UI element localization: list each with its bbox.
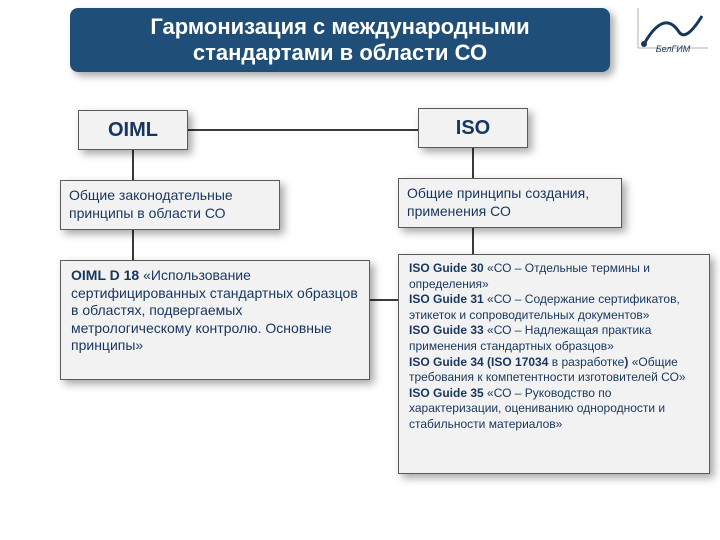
iso-g34-mid: в разработке: [548, 355, 624, 369]
iso-guide-34: ISO Guide 34 (ISO 17034 в разработке) «О…: [409, 355, 699, 386]
node-iso-principles-text: Общие принципы создания, применения СО: [407, 185, 589, 219]
iso-guide-35: ISO Guide 35 «СО – Руководство по характ…: [409, 386, 699, 433]
iso-guide-30: ISO Guide 30 «СО – Отдельные термины и о…: [409, 261, 699, 292]
node-oiml-principles: Общие законодательные принципы в области…: [60, 180, 280, 230]
logo-text: БелГИМ: [634, 44, 712, 54]
slide-title: Гармонизация с международными стандартам…: [70, 8, 610, 72]
iso-g35-head: ISO Guide 35: [409, 386, 484, 400]
node-iso-doc: ISO Guide 30 «СО – Отдельные термины и о…: [398, 254, 710, 474]
node-oiml: OIML: [78, 110, 188, 150]
node-oiml-doc: OIML D 18 «Использование сертифицированн…: [60, 260, 370, 380]
iso-guide-31: ISO Guide 31 «СО – Содержание сертификат…: [409, 292, 699, 323]
node-oiml-principles-text: Общие законодательные принципы в области…: [69, 187, 233, 221]
iso-g30-head: ISO Guide 30: [409, 261, 484, 275]
slide-title-text: Гармонизация с международными стандартам…: [80, 14, 600, 67]
node-oiml-label: OIML: [108, 119, 158, 142]
iso-g33-head: ISO Guide 33: [409, 323, 484, 337]
oiml-doc-head: OIML D 18: [71, 267, 139, 283]
node-iso-principles: Общие принципы создания, применения СО: [398, 178, 622, 228]
node-iso-label: ISO: [456, 117, 490, 140]
slide: БелГИМ Гармонизация с международными ста…: [0, 0, 720, 540]
logo: БелГИМ: [634, 4, 712, 52]
iso-g34-head: ISO Guide 34 (ISO 17034: [409, 355, 548, 369]
node-iso: ISO: [418, 108, 528, 148]
iso-g31-head: ISO Guide 31: [409, 292, 484, 306]
iso-guide-33: ISO Guide 33 «СО – Надлежащая практика п…: [409, 323, 699, 354]
